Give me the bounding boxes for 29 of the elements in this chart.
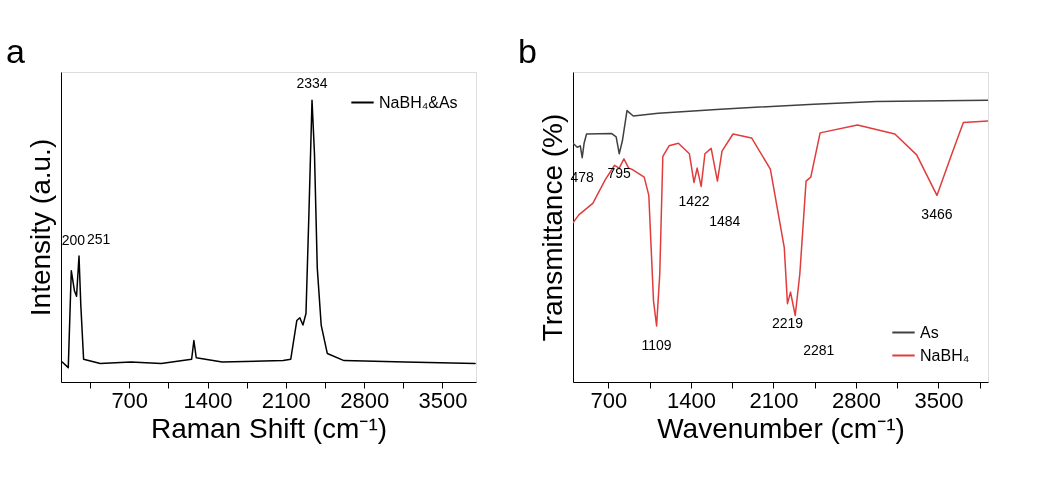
- annotation: 1484: [709, 213, 741, 230]
- annotation: 2334: [296, 75, 328, 92]
- annotation: 2281: [803, 342, 835, 359]
- annotation: 3466: [921, 206, 953, 223]
- annotation: 251: [87, 231, 111, 248]
- x-tick-label: 2100: [749, 387, 799, 413]
- legend-label: As: [920, 323, 939, 341]
- annotation: 1422: [678, 193, 710, 210]
- x-tick-label: 1400: [666, 387, 716, 413]
- x-tick-label: 1400: [183, 387, 233, 413]
- x-tick-label: 2800: [340, 387, 390, 413]
- text: a: [6, 32, 25, 70]
- x-tick-label: 700: [111, 387, 149, 413]
- y-axis-title: Transmittance (%): [536, 113, 568, 342]
- legend-label: NaBH₄&As: [379, 93, 458, 111]
- x-tick-label: 2100: [261, 387, 311, 413]
- annotation: 2219: [771, 314, 804, 331]
- x-tick-label: 3500: [418, 387, 468, 413]
- x-axis-title: Raman Shift (cm⁻¹): [150, 412, 388, 444]
- x-tick-label: 3500: [914, 387, 964, 413]
- text: b: [518, 32, 537, 70]
- annotation: 200: [61, 231, 86, 248]
- annotation: 795: [607, 164, 632, 181]
- legend-label: NaBH₄: [920, 346, 970, 364]
- x-axis-title: Wavenumber (cm⁻¹): [657, 412, 905, 444]
- x-tick-label: 700: [590, 387, 628, 413]
- annotation: 1109: [641, 336, 672, 353]
- y-axis-title: Intensity (a.u.): [24, 138, 56, 317]
- x-tick-label: 2800: [831, 387, 881, 413]
